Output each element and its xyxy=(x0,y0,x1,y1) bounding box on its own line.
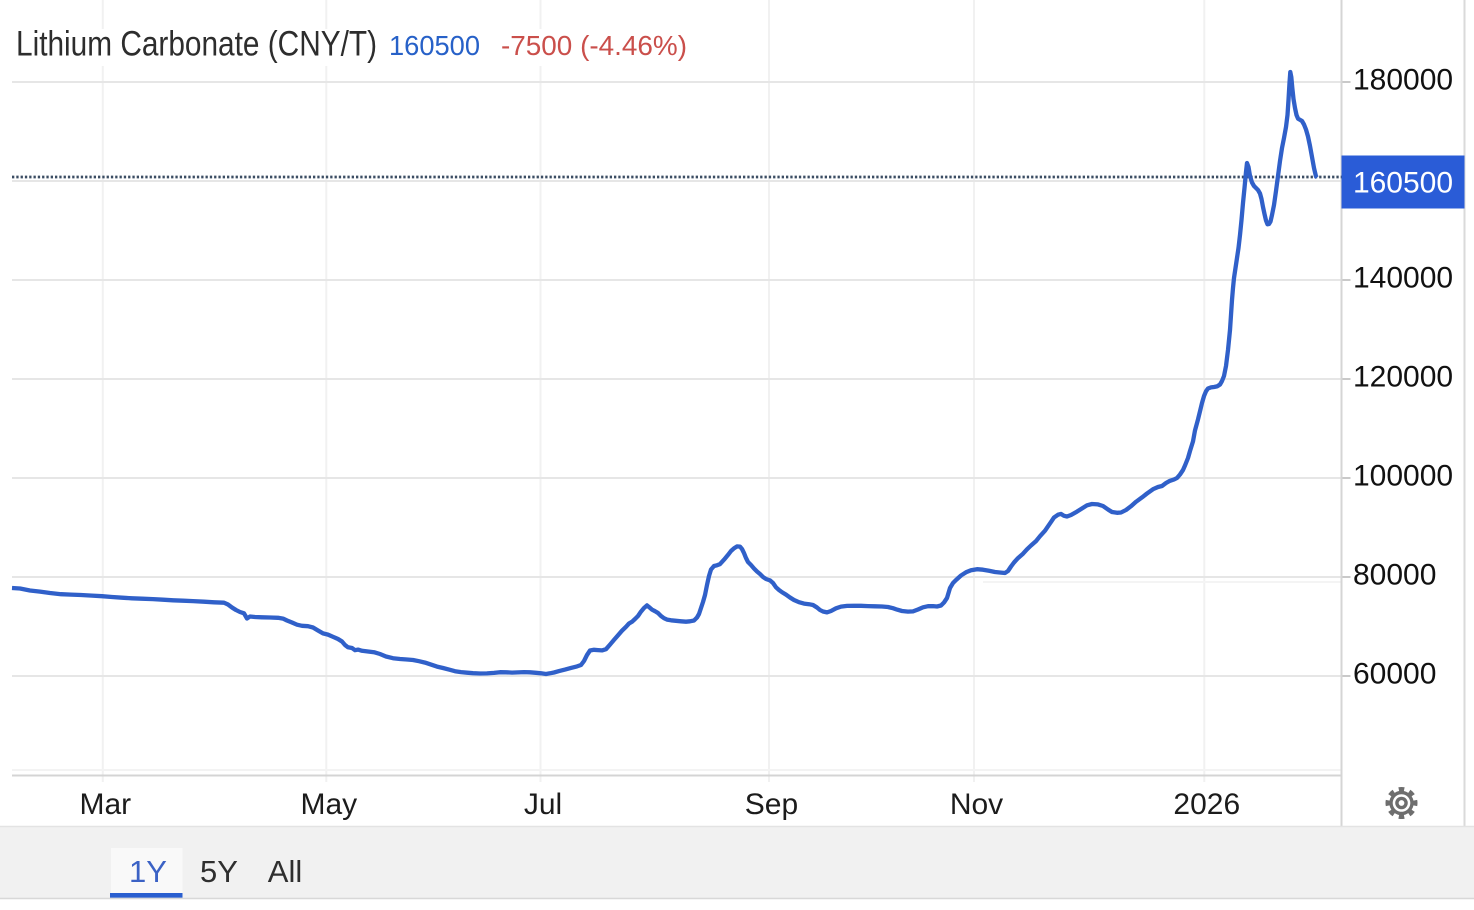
svg-text:-7500 (-4.46%): -7500 (-4.46%) xyxy=(501,30,687,61)
svg-text:Sep: Sep xyxy=(745,788,798,821)
svg-text:180000: 180000 xyxy=(1353,64,1453,97)
svg-text:80000: 80000 xyxy=(1353,559,1436,592)
svg-text:100000: 100000 xyxy=(1353,460,1453,493)
svg-text:1Y: 1Y xyxy=(129,854,167,889)
svg-text:Lithium Carbonate (CNY/T): Lithium Carbonate (CNY/T) xyxy=(16,25,377,64)
svg-text:May: May xyxy=(300,788,357,821)
svg-text:160500: 160500 xyxy=(389,30,480,61)
svg-text:All: All xyxy=(268,854,302,889)
svg-text:2026: 2026 xyxy=(1173,788,1240,821)
svg-text:5Y: 5Y xyxy=(200,854,238,889)
svg-text:120000: 120000 xyxy=(1353,361,1453,394)
svg-text:Jul: Jul xyxy=(524,788,562,821)
svg-text:Nov: Nov xyxy=(950,788,1003,821)
svg-text:140000: 140000 xyxy=(1353,262,1453,295)
svg-text:60000: 60000 xyxy=(1353,658,1436,691)
svg-text:160500: 160500 xyxy=(1353,167,1453,200)
svg-text:Mar: Mar xyxy=(79,788,131,821)
